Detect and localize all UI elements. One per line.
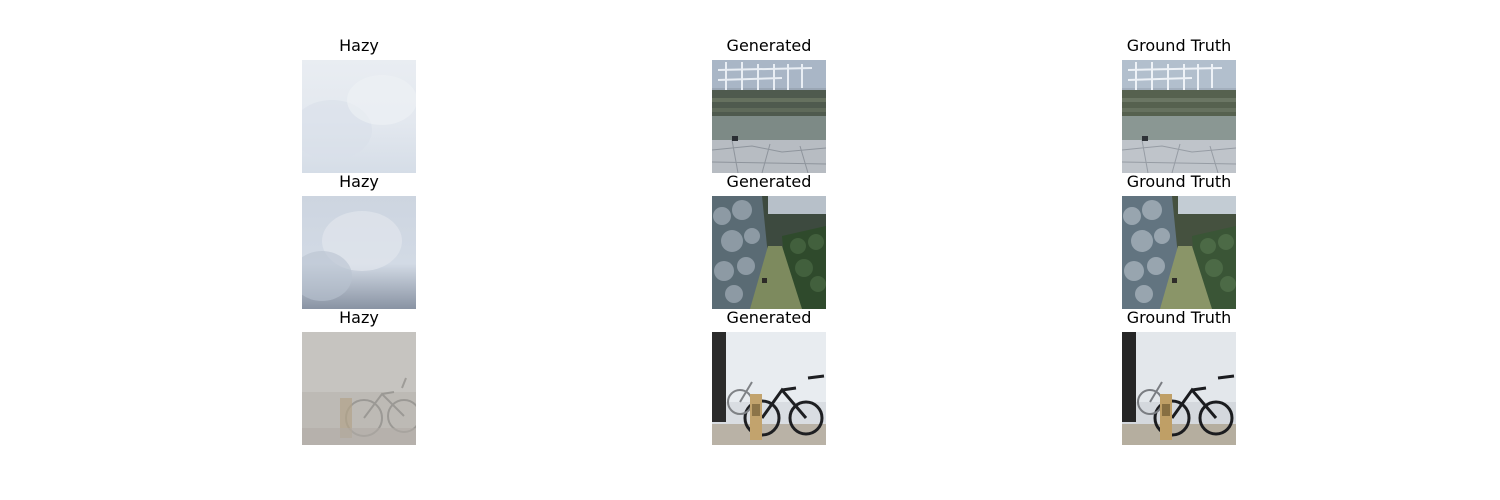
row2-generated-image [712, 196, 826, 309]
row2-generated-title: Generated [726, 172, 812, 191]
row2-generated-panel: Generated [712, 172, 826, 309]
row1-generated-title: Generated [726, 36, 812, 55]
row3-generated-image [712, 332, 826, 445]
row2-hazy-title: Hazy [339, 172, 379, 191]
row1-hazy-image [302, 60, 416, 173]
row1-truth-title: Ground Truth [1126, 36, 1232, 55]
row3-hazy-panel: Hazy [302, 308, 416, 445]
row2-hazy-panel: Hazy [302, 172, 416, 309]
row1-generated-panel: Generated [712, 36, 826, 173]
row1-hazy-title: Hazy [339, 36, 379, 55]
row2-truth-title: Ground Truth [1126, 172, 1232, 191]
row1-truth-panel: Ground Truth [1122, 36, 1236, 173]
row3-generated-title: Generated [726, 308, 812, 327]
row3-hazy-image [302, 332, 416, 445]
row1-generated-image [712, 60, 826, 173]
row1-truth-image [1122, 60, 1236, 173]
row3-generated-panel: Generated [712, 308, 826, 445]
row1-hazy-panel: Hazy [302, 36, 416, 173]
row3-truth-panel: Ground Truth [1122, 308, 1236, 445]
row3-truth-title: Ground Truth [1126, 308, 1232, 327]
row2-hazy-image [302, 196, 416, 309]
row3-hazy-title: Hazy [339, 308, 379, 327]
row2-truth-image [1122, 196, 1236, 309]
row3-truth-image [1122, 332, 1236, 445]
row2-truth-panel: Ground Truth [1122, 172, 1236, 309]
